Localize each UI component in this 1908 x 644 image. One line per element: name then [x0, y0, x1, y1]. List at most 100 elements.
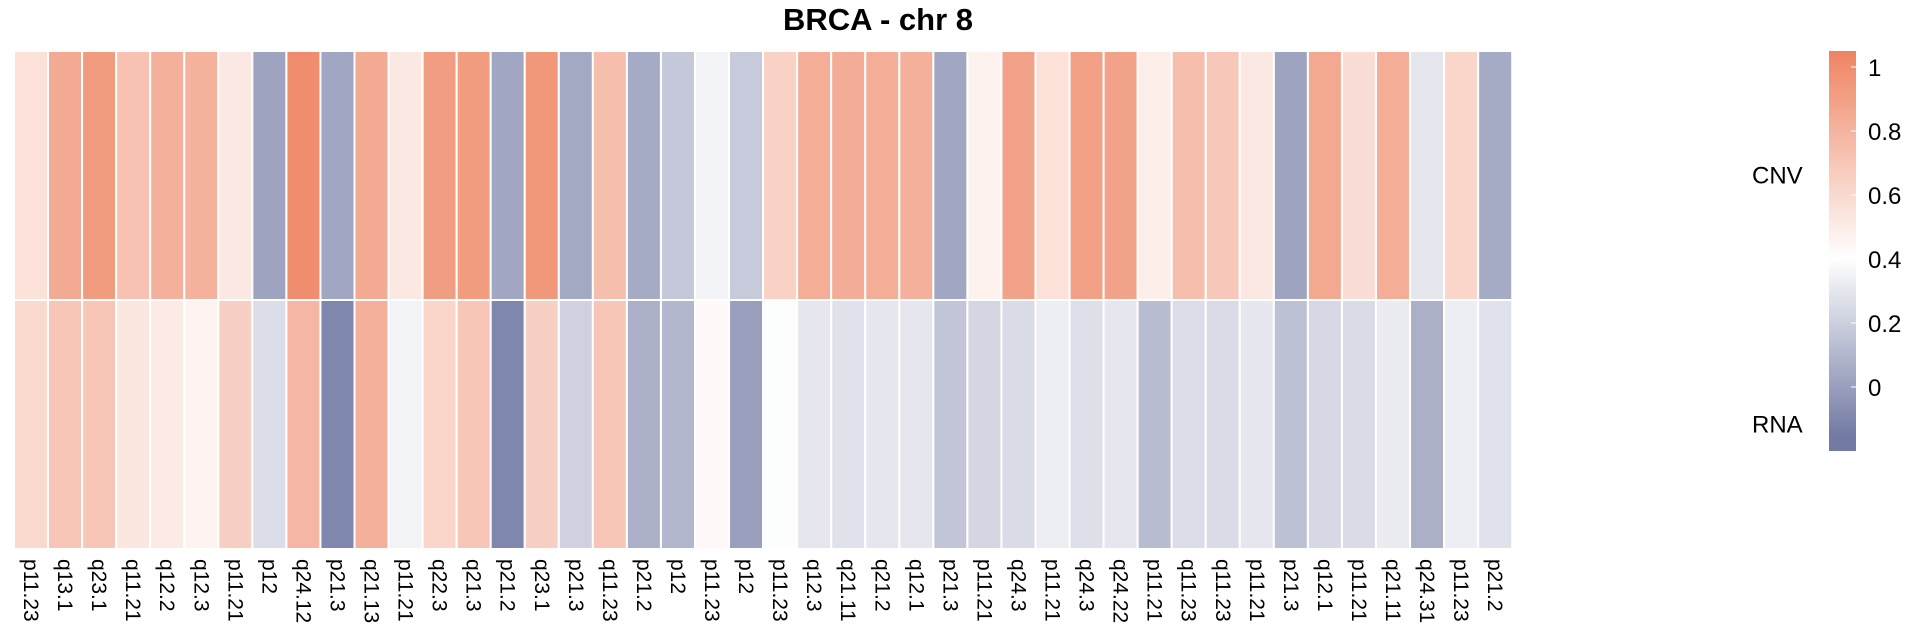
column-label-28: p11.21 — [972, 559, 995, 622]
heatmap-cell-cnv-22 — [762, 50, 799, 301]
row-label-cnv: CNV — [1752, 163, 1803, 190]
heatmap-cell-rna-28 — [966, 299, 1003, 550]
column-label-1: q13.1 — [53, 559, 76, 612]
heatmap-cell-rna-35 — [1204, 299, 1241, 550]
heatmap-cell-cnv-25 — [864, 50, 901, 301]
legend-tick-label-5: 0 — [1868, 375, 1881, 402]
heatmap-cell-rna-22 — [762, 299, 799, 550]
heatmap-cell-rna-23 — [796, 299, 833, 550]
column-label-32: q24.22 — [1109, 559, 1132, 623]
column-label-5: q12.3 — [189, 559, 212, 612]
heatmap-cell-rna-0 — [13, 299, 50, 550]
column-label-13: q21.3 — [462, 559, 485, 612]
row-labels: CNV RNA — [1752, 163, 1803, 439]
column-label-10: q21.13 — [360, 559, 383, 623]
column-label-12: q22.3 — [428, 559, 451, 612]
heatmap-cell-cnv-27 — [932, 50, 969, 301]
heatmap-cell-rna-19 — [659, 299, 697, 550]
heatmap-cell-rna-40 — [1375, 299, 1412, 550]
column-label-26: q12.1 — [904, 559, 927, 612]
heatmap-cell-cnv-4 — [149, 50, 186, 301]
heatmap-cell-cnv-30 — [1034, 50, 1071, 301]
column-label-14: p21.2 — [496, 559, 519, 612]
column-label-35: q11.23 — [1211, 559, 1234, 622]
heatmap-cell-cnv-40 — [1375, 50, 1412, 301]
heatmap-cell-rna-4 — [149, 299, 186, 550]
legend-color-bar — [1829, 51, 1856, 451]
heatmap-cell-cnv-33 — [1136, 50, 1173, 301]
heatmap-cell-rna-15 — [523, 299, 560, 550]
column-label-20: p11.23 — [700, 559, 723, 622]
heatmap-cells — [13, 50, 1514, 550]
heatmap-cell-rna-16 — [557, 299, 594, 550]
column-label-17: q11.23 — [598, 559, 621, 622]
heatmap-cell-rna-6 — [217, 299, 254, 550]
heatmap-cell-cnv-11 — [387, 50, 424, 301]
column-label-36: p11.21 — [1245, 559, 1268, 622]
heatmap-cell-cnv-8 — [285, 50, 322, 301]
heatmap-cell-rna-41 — [1409, 299, 1446, 550]
legend-tick-label-0: 1 — [1868, 55, 1881, 82]
heatmap-cell-cnv-1 — [47, 50, 84, 301]
color-legend: 1 0.8 0.6 0.4 0.2 0 — [1829, 51, 1901, 451]
column-label-0: p11.23 — [19, 559, 42, 622]
heatmap-cell-cnv-5 — [183, 50, 220, 301]
heatmap-cell-cnv-17 — [591, 50, 628, 301]
heatmap-cell-cnv-3 — [115, 50, 152, 301]
heatmap-cell-cnv-37 — [1272, 50, 1309, 301]
heatmap-cell-rna-1 — [47, 299, 84, 550]
column-label-4: q12.2 — [155, 559, 178, 612]
heatmap-cell-cnv-19 — [659, 50, 697, 301]
heatmap-cell-cnv-7 — [251, 50, 288, 301]
heatmap-cell-rna-42 — [1443, 299, 1480, 550]
heatmap-cell-cnv-35 — [1204, 50, 1241, 301]
heatmap-cell-rna-3 — [115, 299, 152, 550]
heatmap-cell-cnv-32 — [1102, 50, 1139, 301]
heatmap-cell-cnv-29 — [1000, 50, 1037, 301]
column-label-2: q23.1 — [87, 559, 110, 612]
heatmap-cell-rna-10 — [353, 299, 390, 550]
column-label-15: q23.1 — [530, 559, 553, 612]
heatmap-cell-rna-39 — [1340, 299, 1377, 550]
heatmap-cell-cnv-0 — [13, 50, 50, 301]
column-label-39: p11.21 — [1347, 559, 1370, 622]
heatmap-cell-rna-43 — [1477, 299, 1514, 550]
heatmap-cell-rna-38 — [1306, 299, 1343, 550]
heatmap-cell-cnv-6 — [217, 50, 254, 301]
heatmap-cell-cnv-20 — [694, 50, 731, 301]
heatmap-cell-rna-33 — [1136, 299, 1173, 550]
heatmap-cell-rna-30 — [1034, 299, 1071, 550]
column-label-8: q24.12 — [291, 559, 314, 623]
heatmap-cell-cnv-41 — [1409, 50, 1446, 301]
heatmap-cell-rna-36 — [1238, 299, 1275, 550]
heatmap-cell-cnv-39 — [1340, 50, 1377, 301]
row-label-rna: RNA — [1752, 412, 1803, 439]
heatmap-cell-cnv-42 — [1443, 50, 1480, 301]
heatmap-cell-cnv-9 — [319, 50, 356, 301]
column-label-11: p11.21 — [394, 559, 417, 622]
column-label-19: p12 — [666, 559, 689, 594]
chart-title: BRCA - chr 8 — [783, 2, 973, 37]
heatmap-cell-cnv-18 — [625, 50, 662, 301]
heatmap-cell-rna-37 — [1272, 299, 1309, 550]
heatmap-cell-cnv-14 — [489, 50, 526, 301]
heatmap-cell-rna-32 — [1102, 299, 1139, 550]
legend-tick-label-3: 0.4 — [1868, 247, 1901, 274]
heatmap-cell-rna-8 — [285, 299, 322, 550]
column-label-43: p21.2 — [1483, 559, 1506, 612]
column-label-31: q24.3 — [1075, 559, 1098, 612]
column-label-34: q11.23 — [1177, 559, 1200, 622]
column-label-18: p21.2 — [632, 559, 655, 612]
heatmap-cell-rna-29 — [1000, 299, 1037, 550]
heatmap-cell-rna-31 — [1068, 299, 1105, 550]
heatmap-cell-cnv-36 — [1238, 50, 1275, 301]
column-label-23: q12.3 — [802, 559, 825, 612]
column-label-9: p21.3 — [326, 559, 349, 612]
column-label-3: q11.21 — [121, 559, 144, 622]
column-label-16: p21.3 — [564, 559, 587, 612]
heatmap-cell-rna-9 — [319, 299, 356, 550]
heatmap-cell-rna-18 — [625, 299, 662, 550]
heatmap-cell-rna-11 — [387, 299, 424, 550]
column-label-33: p11.21 — [1143, 559, 1166, 622]
heatmap-cell-cnv-23 — [796, 50, 833, 301]
